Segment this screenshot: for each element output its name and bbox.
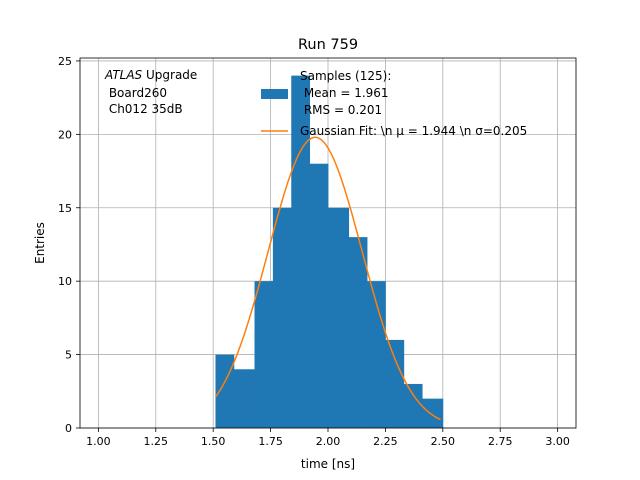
legend-hist-line-1: Samples (125): xyxy=(300,69,391,83)
x-tick-label-0: 1.00 xyxy=(86,435,111,448)
histogram-bar-2 xyxy=(254,281,274,428)
gaussian-fit-curve xyxy=(214,136,441,421)
chart-title: Run 759 xyxy=(298,37,358,53)
histogram-bar-5 xyxy=(309,163,329,428)
annotation-line-3: Ch012 35dB xyxy=(105,102,183,116)
x-tick-label-2: 1.50 xyxy=(201,435,226,448)
annotation-line-1: ATLAS Upgrade xyxy=(104,68,197,82)
legend-hist-line-3: RMS = 0.201 xyxy=(300,103,382,117)
annotation-atlas: ATLAS xyxy=(104,68,143,82)
x-tick-label-3: 1.75 xyxy=(258,435,283,448)
x-tick-label-7: 2.75 xyxy=(488,435,513,448)
annotation-line-2: Board260 xyxy=(105,86,167,100)
x-axis-ticks: 1.00 1.25 1.50 1.75 2.00 2.25 2.50 2.75 3.00 xyxy=(86,428,570,448)
histogram-bar-11 xyxy=(422,398,444,428)
y-tick-label-3: 15 xyxy=(58,202,72,215)
x-tick-label-6: 2.50 xyxy=(431,435,456,448)
y-axis-ticks: 0 5 10 15 20 25 xyxy=(58,55,80,435)
histogram-bar-4 xyxy=(291,75,311,428)
y-tick-label-0: 0 xyxy=(65,422,72,435)
y-tick-label-4: 20 xyxy=(58,128,72,141)
y-tick-label-2: 10 xyxy=(58,275,72,288)
legend-hist-swatch xyxy=(261,89,288,99)
y-tick-label-1: 5 xyxy=(65,349,72,362)
histogram-bar-0 xyxy=(215,354,235,428)
y-axis-label: Entries xyxy=(33,222,47,264)
histogram-bar-3 xyxy=(272,207,292,428)
histogram-bar-1 xyxy=(233,369,255,428)
x-tick-label-8: 3.00 xyxy=(545,435,570,448)
histogram-bar-10 xyxy=(403,383,423,428)
histogram-bar-9 xyxy=(385,339,405,428)
annotation-upgrade: Upgrade xyxy=(142,68,197,82)
histogram-bar-6 xyxy=(328,207,350,428)
legend: Samples (125): Mean = 1.961 RMS = 0.201 … xyxy=(261,69,527,138)
x-tick-label-1: 1.25 xyxy=(144,435,169,448)
y-tick-label-5: 25 xyxy=(58,55,72,68)
histogram-bars xyxy=(215,75,444,428)
x-tick-label-4: 2.00 xyxy=(316,435,341,448)
x-tick-label-5: 2.25 xyxy=(373,435,398,448)
atlas-annotation: ATLAS Upgrade Board260 Ch012 35dB xyxy=(104,68,197,116)
x-axis-label: time [ns] xyxy=(301,457,355,471)
legend-fit-label: Gaussian Fit: \n μ = 1.944 \n σ=0.205 xyxy=(300,124,527,138)
legend-hist-line-2: Mean = 1.961 xyxy=(300,86,389,100)
histogram-bar-7 xyxy=(348,237,368,428)
